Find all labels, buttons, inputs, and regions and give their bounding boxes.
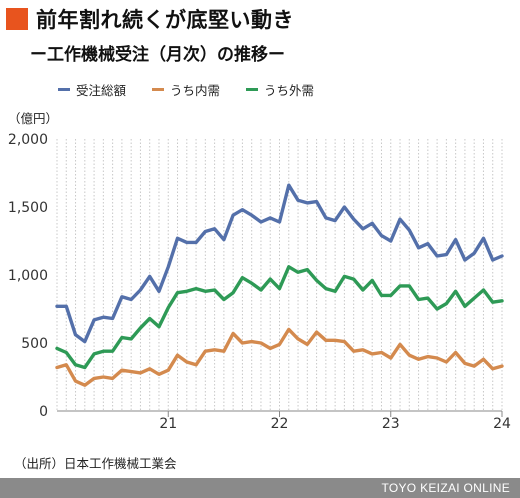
line-chart: 0 500 1,000 1,500 2,000 21 22 23 24	[8, 132, 511, 432]
title-accent-square	[6, 8, 28, 30]
footer-brand: TOYO KEIZAI ONLINE	[381, 481, 510, 495]
footer-bar: TOYO KEIZAI ONLINE	[0, 478, 520, 498]
chart-title: 前年割れ続くが底堅い動き	[36, 8, 294, 32]
legend-item-domestic: うち内需	[152, 80, 220, 99]
y-tick-label: 1,500	[8, 200, 48, 216]
legend-item-foreign: うち外需	[246, 80, 314, 99]
title-block: 前年割れ続くが底堅い動き	[6, 4, 294, 34]
chart-subtitle: ー工作機械受注（月次）の推移ー	[30, 45, 285, 65]
x-tick-label: 22	[271, 416, 289, 432]
legend-label-domestic: うち内需	[170, 83, 221, 98]
legend-swatch-foreign	[246, 88, 259, 91]
x-tick-label: 23	[382, 416, 400, 432]
x-tick-label: 21	[159, 416, 177, 432]
legend-label-total: 受注総額	[76, 83, 127, 98]
x-tick-label: 24	[493, 416, 511, 432]
y-tick-label: 500	[21, 336, 48, 352]
legend-label-foreign: うち外需	[264, 83, 315, 98]
series-line-domestic	[55, 327, 504, 387]
legend-swatch-domestic	[152, 88, 165, 91]
legend-item-total: 受注総額	[58, 80, 126, 99]
y-tick-label: 0	[39, 404, 48, 420]
y-tick-label: 2,000	[8, 132, 48, 148]
series-line-total	[55, 183, 504, 344]
y-axis-unit-label: （億円）	[8, 111, 59, 126]
source-note: （出所）日本工作機械工業会	[14, 456, 177, 471]
y-tick-label: 1,000	[8, 268, 48, 284]
series-line-foreign	[55, 265, 504, 370]
legend: 受注総額 うち内需 うち外需	[58, 80, 314, 99]
legend-swatch-total	[58, 88, 70, 91]
